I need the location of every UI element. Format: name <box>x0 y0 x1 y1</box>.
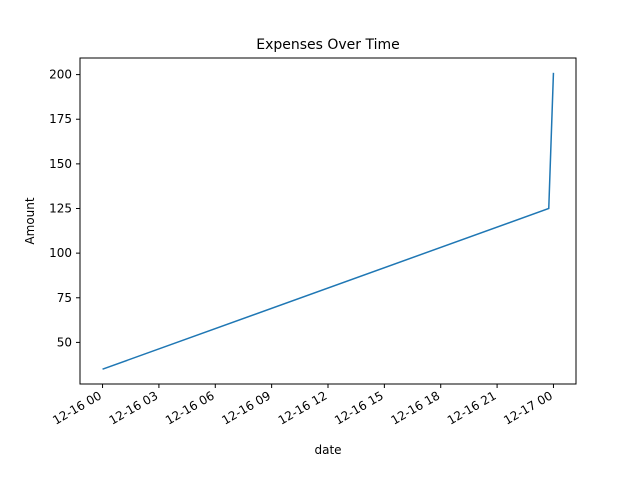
x-tick-label: 12-16 15 <box>332 388 386 427</box>
y-tick-label: 150 <box>49 157 72 171</box>
y-axis: 50 75 100 125 150 175 200 <box>49 68 80 349</box>
x-axis: 12-16 00 12-16 03 12-16 06 12-16 09 12-16 12… <box>50 384 555 428</box>
x-tick-label: 12-16 06 <box>163 388 217 427</box>
x-tick-label: 12-16 18 <box>389 388 443 427</box>
y-tick-label: 175 <box>49 112 72 126</box>
y-tick-label: 50 <box>57 335 72 349</box>
y-tick-label: 200 <box>49 68 72 82</box>
y-axis-label: Amount <box>23 197 37 244</box>
x-tick-label: 12-16 21 <box>445 388 499 427</box>
y-tick-label: 100 <box>49 246 72 260</box>
plot-area <box>102 72 555 370</box>
y-tick-label: 75 <box>57 291 72 305</box>
x-tick-label: 12-16 12 <box>276 388 330 427</box>
x-axis-label: date <box>314 443 341 457</box>
y-tick-label: 125 <box>49 202 72 216</box>
x-tick-label: 12-16 09 <box>219 388 273 427</box>
x-tick-label: 12-16 03 <box>107 388 161 427</box>
x-tick-label: 12-17 00 <box>501 388 555 427</box>
plot-frame <box>79 57 577 385</box>
x-tick-label: 12-16 00 <box>50 388 104 427</box>
chart-title: Expenses Over Time <box>256 37 400 53</box>
series-line-0 <box>102 72 555 370</box>
